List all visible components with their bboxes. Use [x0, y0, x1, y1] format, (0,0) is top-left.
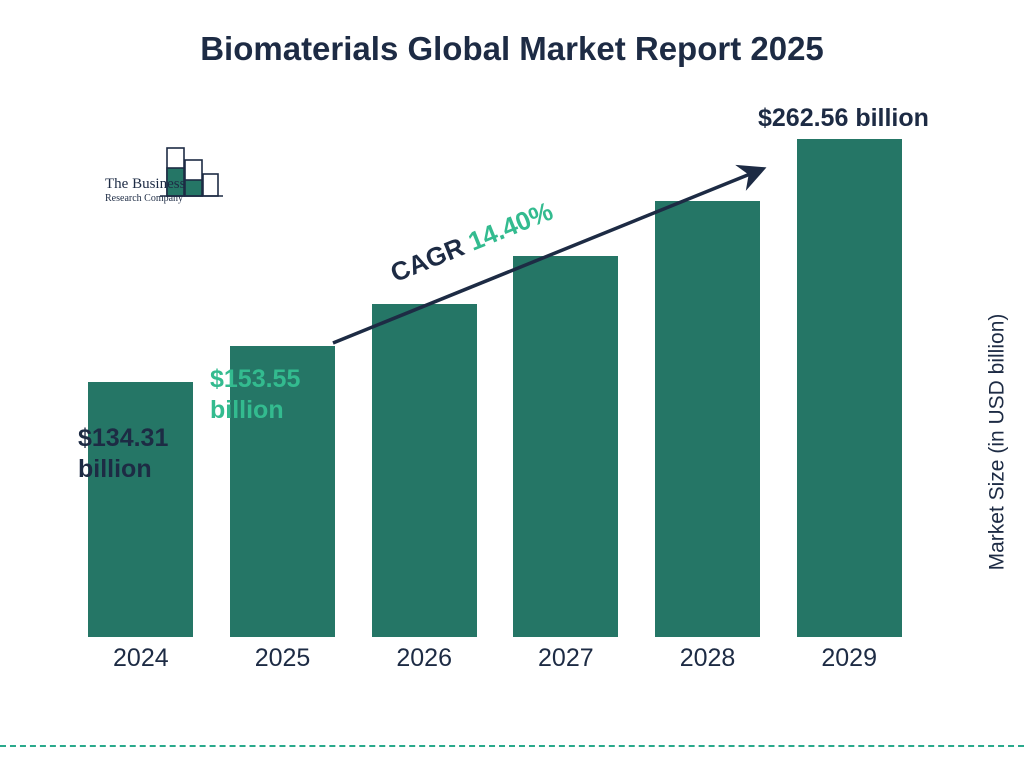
y-axis-label: Market Size (in USD billion)	[986, 314, 1010, 571]
bar-value-label: $134.31billion	[78, 423, 168, 486]
footer-dashed-separator	[0, 745, 1024, 747]
bar-value-label: $153.55billion	[210, 364, 300, 427]
bar-value-label: $262.56 billion	[758, 103, 929, 134]
